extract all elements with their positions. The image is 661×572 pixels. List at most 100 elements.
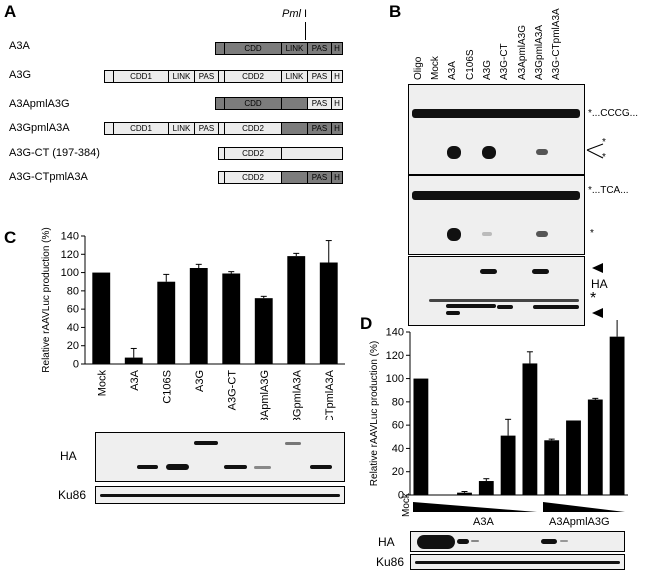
pml-site-tick <box>305 22 306 40</box>
bar <box>522 363 538 495</box>
group-label-a3a: A3A <box>473 516 494 528</box>
ha-band-a3gpmla3a <box>285 442 301 445</box>
group-label-a3apmla3g: A3ApmlA3G <box>549 516 610 528</box>
star-product: * <box>590 228 594 239</box>
domain-link: LINK <box>168 122 195 135</box>
y-tick-label: 20 <box>392 466 404 478</box>
probe-label-tca: *...TCA... <box>588 185 629 196</box>
construct-label-a3a: A3A <box>9 40 30 52</box>
ha-label-d: HA <box>378 535 395 549</box>
chart-c: 0 20 40 60 80 100 120 140 Relative rAAVLuc produ… <box>41 227 345 420</box>
domain-cdd1: CDD1 <box>113 122 169 135</box>
domain-link: LINK <box>168 70 195 83</box>
ha-band-a3g-ct <box>224 465 247 469</box>
y-tick-label: 40 <box>67 322 79 334</box>
ku86-band <box>415 561 620 564</box>
pml-enzyme-suffix: I <box>300 8 308 20</box>
ha-nonspecific-band <box>429 299 579 302</box>
ha-band-a3a-c106s <box>446 304 496 308</box>
domain-cdd2: CDD2 <box>224 122 282 135</box>
domain-link: LINK <box>281 70 308 83</box>
lane-label-a3gpmla3a: A3GpmlA3A <box>534 24 545 80</box>
domain-pas: PAS <box>194 70 219 83</box>
y-tick-label: 140 <box>61 231 79 243</box>
star-lower: * <box>602 152 606 163</box>
ha-band-a3apmla3g-low <box>560 540 568 542</box>
y-axis-label: Relative rAAVLuc production (%) <box>41 227 52 372</box>
lane-label-oligo: Oligo <box>413 56 424 80</box>
chart-d: 0 20 40 60 80 100 120 140 Relative rAAVLuc produ… <box>369 320 628 502</box>
domain-pas: PAS <box>194 122 219 135</box>
ha-band-a3a <box>137 465 158 469</box>
bar <box>92 272 111 364</box>
product-band-a3g <box>482 146 496 159</box>
y-tick-label: 80 <box>392 396 404 408</box>
domain-pas: PAS <box>307 122 332 135</box>
bar <box>413 378 429 495</box>
construct-label-a3g-ctpmla3a: A3G-CTpmlA3A <box>9 171 88 183</box>
arrowheads <box>592 263 603 318</box>
lane-label-c106s: C106S <box>465 49 476 80</box>
titration-wedges <box>413 502 625 512</box>
bar <box>124 357 143 364</box>
x-tick-label: A3A <box>129 369 141 390</box>
ha-band-a3a-high <box>417 535 455 549</box>
ha-band-a3g-ct <box>497 305 513 309</box>
bar <box>457 492 472 495</box>
bar <box>222 273 241 364</box>
ha-band-a3apmla3g <box>254 466 271 469</box>
domain-link <box>281 97 308 110</box>
y-tick-label: 60 <box>67 304 79 316</box>
doublet-pointer <box>586 143 604 159</box>
ha-band-a3a-low <box>471 540 479 542</box>
domain-cdd2: CDD2 <box>224 147 282 160</box>
product-band-a3a <box>447 228 461 241</box>
substrate-band <box>412 109 580 118</box>
panel-letter-a: A <box>4 2 17 21</box>
ha-band-c106s <box>166 464 189 470</box>
domain-pas: PAS <box>307 97 332 110</box>
panel-letter-d: D <box>360 314 373 333</box>
gel-tca-substrate <box>408 175 585 255</box>
product-band-a3g <box>482 232 492 236</box>
domain-link <box>281 122 308 135</box>
y-tick-label: 60 <box>392 420 404 432</box>
x-tick-label: A3GpmlA3A <box>291 369 303 420</box>
ha-band-a3gpmla3a <box>532 269 549 274</box>
domain-cdd2: CDD2 <box>224 70 282 83</box>
y-tick-label: 80 <box>67 285 79 297</box>
y-tick-label: 100 <box>61 267 79 279</box>
ha-band-a3g <box>194 441 218 445</box>
x-tick-label: Mock <box>96 370 108 397</box>
panel-letter-c: C <box>4 228 17 247</box>
ha-band-a3g-ctpmla3a <box>310 465 332 469</box>
y-tick-label: 0 <box>398 490 404 502</box>
construct-label-a3gpmla3a: A3GpmlA3A <box>9 122 70 134</box>
gel-ccg-substrate <box>408 84 585 175</box>
lane-label-a3g-ct: A3G-CT <box>499 43 510 80</box>
pml-site-label: Pml I <box>282 8 307 20</box>
domain-h: H <box>331 171 343 184</box>
bar <box>287 256 306 364</box>
ha-blot-c <box>95 432 345 482</box>
y-tick-label: 120 <box>61 249 79 261</box>
ha-blot-d <box>410 531 625 552</box>
x-tick-label: A3G <box>194 370 206 392</box>
product-band-a3a <box>447 146 461 159</box>
ha-band-a3a-low <box>446 311 460 315</box>
domain-link <box>281 171 308 184</box>
bar <box>544 440 560 495</box>
domain-c-term <box>281 147 343 160</box>
ha-band-chimeras <box>533 305 579 309</box>
domain-h: H <box>331 122 343 135</box>
domain-pas: PAS <box>307 42 332 55</box>
ha-label-b: HA <box>591 277 608 291</box>
ku86-blot-d <box>410 554 625 570</box>
ku86-blot-c <box>95 486 345 504</box>
domain-pas: PAS <box>307 70 332 83</box>
construct-label-a3g: A3G <box>9 69 32 81</box>
product-band-a3gpmla3a <box>536 231 548 237</box>
bar <box>189 268 208 364</box>
ha-band-a3a-mid <box>457 539 469 544</box>
bar <box>566 420 581 495</box>
